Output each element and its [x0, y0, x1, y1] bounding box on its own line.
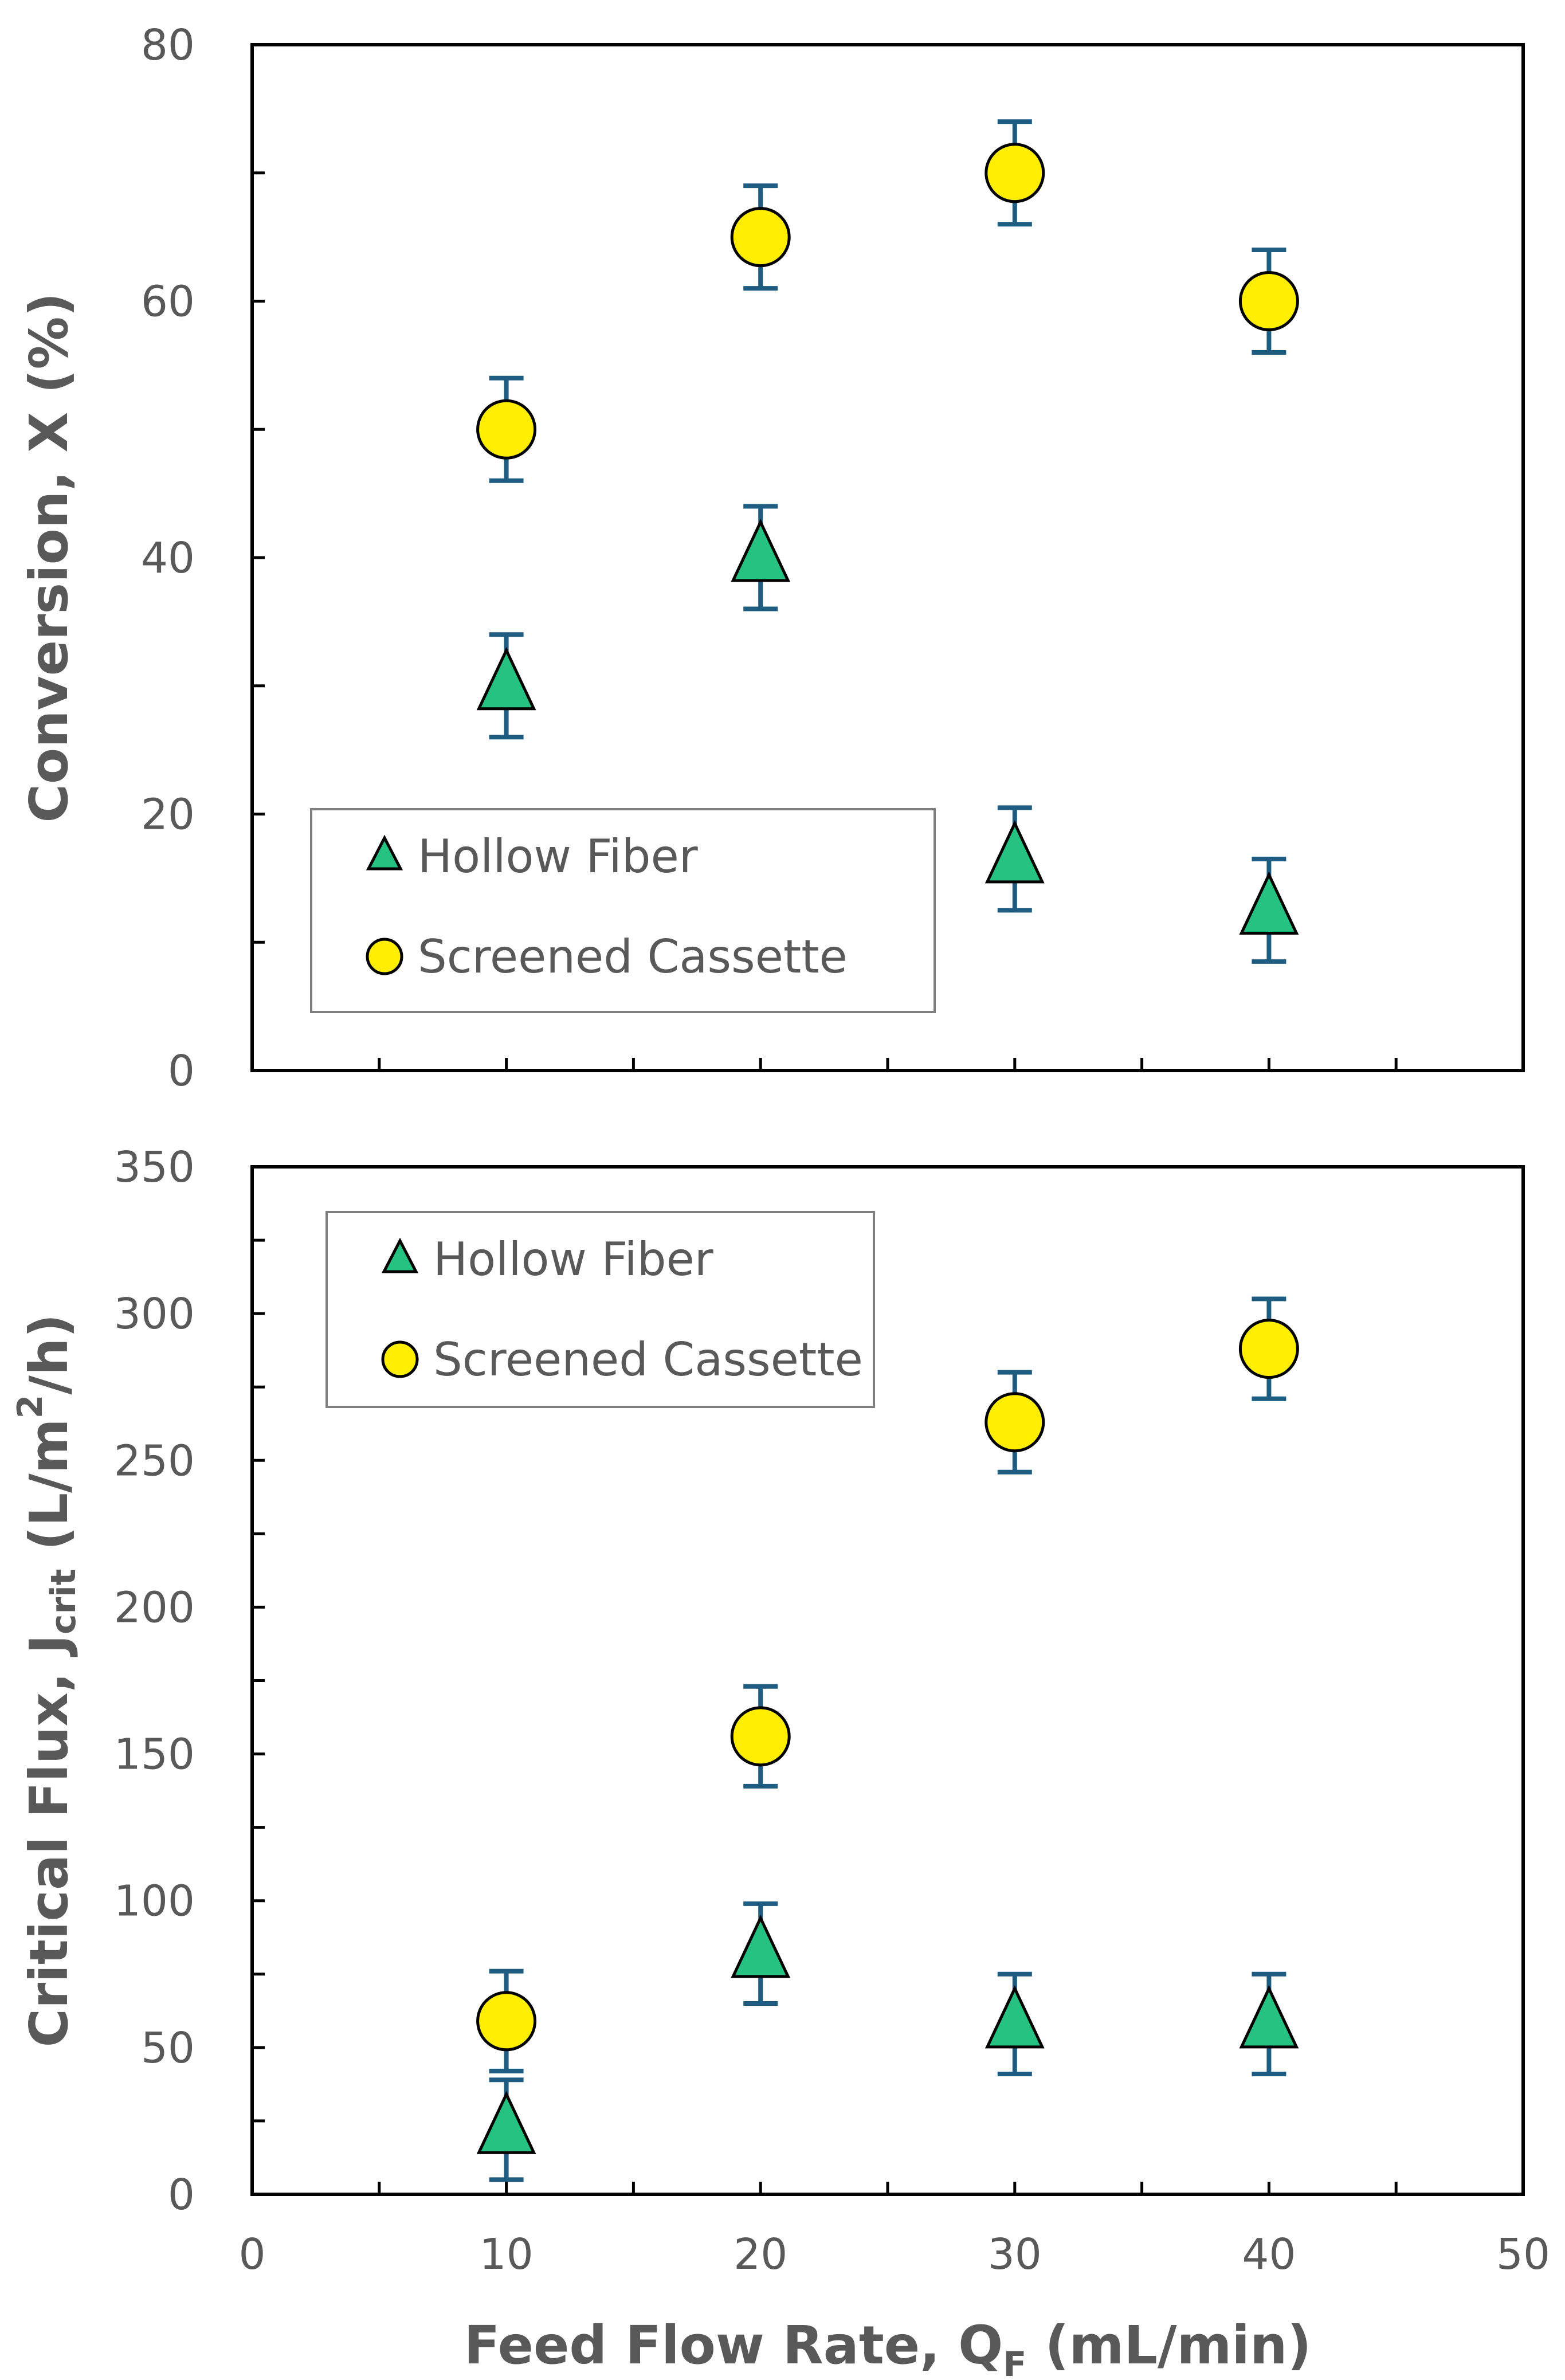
hollow-fiber-point [731, 519, 791, 582]
y-axis-title-main: Critical Flux, J [18, 1634, 80, 2048]
x-axis-title-main: Feed Flow Rate, Q [464, 2315, 1003, 2376]
y-tick-label: 0 [168, 1046, 195, 1096]
x-tick-label: 30 [988, 2230, 1042, 2279]
y-tick-label: 350 [114, 1143, 195, 1192]
x-axis-title-subscript: F [1003, 2344, 1026, 2380]
legend-box [325, 1211, 875, 1408]
y-tick-label: 80 [141, 21, 195, 70]
hollow-fiber-point [476, 2091, 536, 2154]
x-axis-title: Feed Flow Rate, QF (mL/min) [464, 2315, 1312, 2380]
y-tick-label: 200 [114, 1583, 195, 1632]
y-tick-label: 40 [141, 534, 195, 583]
legend-label: Hollow Fiber [433, 1233, 713, 1286]
x-tick-label: 40 [1242, 2230, 1296, 2279]
screened-cassette-point [985, 1392, 1045, 1453]
screened-cassette-point [730, 1706, 791, 1767]
critical-flux-panel: 0 50 100 150 200 250 300 350 0 10 20 30 40 50 Critical… [10, 1143, 1550, 2380]
screened-cassette-point [476, 1991, 537, 2052]
x-tick-label: 50 [1496, 2230, 1550, 2279]
x-tick-label: 0 [238, 2230, 265, 2279]
hollow-fiber-point [476, 646, 536, 711]
legend-circle-icon [381, 1340, 419, 1378]
legend-label: Screened Cassette [433, 1333, 863, 1386]
screened-cassette-point [1238, 1319, 1299, 1379]
legend-triangle-icon [366, 834, 403, 871]
y-axis-title-unit: (L/m [18, 1418, 80, 1569]
y-axis-title-main: Conversion, X (%) [18, 292, 80, 822]
y-axis-title: Critical Flux, Jcrit (L/m2/h) [10, 1313, 84, 2047]
y-axis-title-unit-end: /h) [18, 1313, 80, 1394]
screened-cassette-point [476, 399, 537, 460]
y-tick-label: 60 [141, 277, 195, 327]
y-axis-title: Conversion, X (%) [18, 292, 80, 822]
legend-triangle-icon [381, 1237, 419, 1273]
conversion-panel: 0 20 40 60 80 Conversion, X (%) Hollow Fiber Sc… [18, 21, 1525, 1096]
hollow-fiber-point [985, 820, 1045, 884]
y-axis-title-superscript: 2 [10, 1395, 50, 1419]
x-axis-title-unit: (mL/min) [1026, 2315, 1311, 2376]
y-tick-label: 250 [114, 1436, 195, 1485]
legend-label: Screened Cassette [418, 930, 848, 983]
hollow-fiber-point [731, 1915, 791, 1978]
x-tick-label: 20 [734, 2230, 787, 2279]
y-axis-title-subscript: crit [44, 1569, 84, 1634]
hollow-fiber-point [1239, 871, 1299, 935]
x-tick-label: 10 [480, 2230, 534, 2279]
legend-circle-icon [366, 938, 403, 975]
hollow-fiber-point [1239, 1985, 1299, 2049]
screened-cassette-point [985, 143, 1045, 203]
hollow-fiber-point [985, 1985, 1045, 2049]
screened-cassette-point [730, 207, 791, 268]
y-tick-label: 100 [114, 1877, 195, 1926]
y-tick-label: 50 [141, 2024, 195, 2073]
y-tick-label: 150 [114, 1730, 195, 1779]
y-tick-label: 300 [114, 1289, 195, 1339]
legend-label: Hollow Fiber [418, 830, 698, 883]
screened-cassette-point [1238, 271, 1299, 331]
y-tick-label: 20 [141, 790, 195, 840]
legend-box [310, 808, 936, 1013]
y-tick-label: 0 [168, 2170, 195, 2220]
